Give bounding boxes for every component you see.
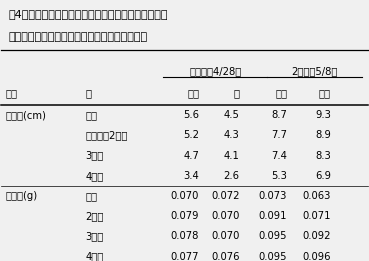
- Text: 4.1: 4.1: [224, 151, 239, 161]
- Text: 0.095: 0.095: [259, 252, 287, 261]
- Text: 2回目（5/8）: 2回目（5/8）: [291, 66, 338, 76]
- Text: 5.3: 5.3: [271, 171, 287, 181]
- Text: 0.079: 0.079: [170, 211, 199, 221]
- Text: 6.9: 6.9: [315, 171, 331, 181]
- Text: 0.073: 0.073: [259, 191, 287, 201]
- Text: 4列目: 4列目: [86, 171, 104, 181]
- Text: 表4　赤色及び遠赤色による光中断が各列のキュウリ: 表4 赤色及び遠赤色による光中断が各列のキュウリ: [9, 9, 168, 19]
- Text: 4.3: 4.3: [224, 130, 239, 140]
- Text: 暗黒: 暗黒: [275, 88, 287, 98]
- Text: 0.078: 0.078: [171, 232, 199, 241]
- Text: 胚軸長(cm): 胚軸長(cm): [5, 110, 46, 120]
- Text: 4.5: 4.5: [224, 110, 239, 120]
- Text: 3列目: 3列目: [86, 232, 104, 241]
- Text: 3列目: 3列目: [86, 151, 104, 161]
- Text: 8.7: 8.7: [271, 110, 287, 120]
- Text: 中央: 中央: [86, 191, 98, 201]
- Text: 8.9: 8.9: [315, 130, 331, 140]
- Text: 0.070: 0.070: [211, 232, 239, 241]
- Text: 5.2: 5.2: [183, 130, 199, 140]
- Text: 2.6: 2.6: [224, 171, 239, 181]
- Text: 0.063: 0.063: [303, 191, 331, 201]
- Text: 項目: 項目: [5, 88, 17, 98]
- Text: 4.7: 4.7: [183, 151, 199, 161]
- Text: 3.4: 3.4: [183, 171, 199, 181]
- Text: 中央から2列目: 中央から2列目: [86, 130, 128, 140]
- Text: 7.7: 7.7: [271, 130, 287, 140]
- Text: 0.091: 0.091: [259, 211, 287, 221]
- Text: 0.077: 0.077: [170, 252, 199, 261]
- Text: 遠赤: 遠赤: [319, 88, 331, 98]
- Text: 赤: 赤: [234, 88, 239, 98]
- Text: 7.4: 7.4: [271, 151, 287, 161]
- Text: 0.070: 0.070: [171, 191, 199, 201]
- Text: 0.076: 0.076: [211, 252, 239, 261]
- Text: 0.071: 0.071: [303, 211, 331, 221]
- Text: 9.3: 9.3: [315, 110, 331, 120]
- Text: 5.6: 5.6: [183, 110, 199, 120]
- Text: 乾物重(g): 乾物重(g): [5, 191, 37, 201]
- Text: 0.092: 0.092: [303, 232, 331, 241]
- Text: 0.072: 0.072: [211, 191, 239, 201]
- Text: 列: 列: [86, 88, 92, 98]
- Text: 2列目: 2列目: [86, 211, 104, 221]
- Text: 暗黒: 暗黒: [187, 88, 199, 98]
- Text: 0.095: 0.095: [259, 232, 287, 241]
- Text: 一回目（4/28）: 一回目（4/28）: [190, 66, 242, 76]
- Text: 中央: 中央: [86, 110, 98, 120]
- Text: 0.070: 0.070: [211, 211, 239, 221]
- Text: 4列目: 4列目: [86, 252, 104, 261]
- Text: 8.3: 8.3: [315, 151, 331, 161]
- Text: 0.096: 0.096: [303, 252, 331, 261]
- Text: セル成型苗の胚軸長、乾物重に及ぼす影響: セル成型苗の胚軸長、乾物重に及ぼす影響: [9, 32, 148, 42]
